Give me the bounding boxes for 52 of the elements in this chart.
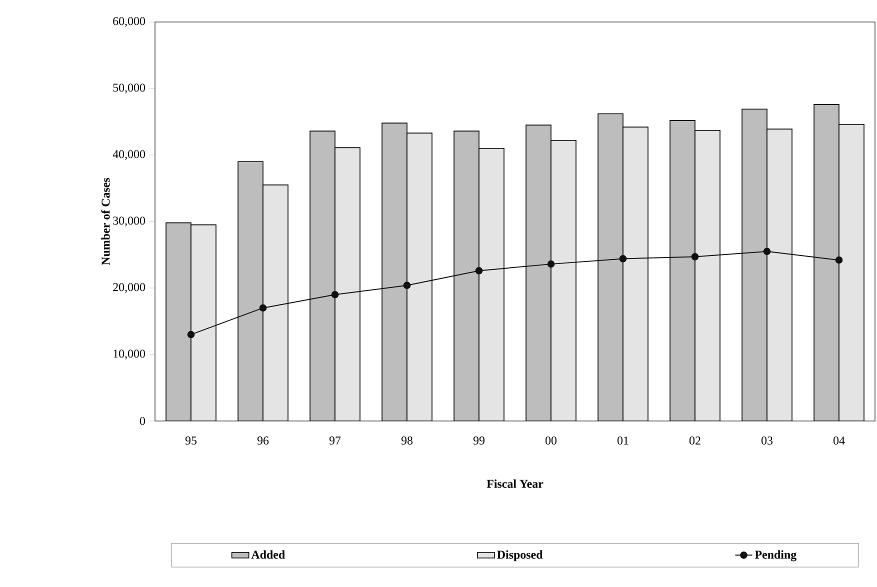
point bbox=[691, 253, 699, 260]
point bbox=[835, 256, 843, 264]
point bbox=[475, 267, 483, 274]
x-tick-label: 00 bbox=[545, 436, 557, 445]
legend-label: Disposed bbox=[497, 550, 543, 562]
x-tick-label: 99 bbox=[473, 436, 484, 445]
y-tick-label: 50,000 bbox=[113, 84, 146, 94]
x-tick-label: 01 bbox=[617, 436, 628, 445]
point bbox=[763, 248, 771, 256]
point bbox=[619, 255, 627, 262]
point bbox=[259, 304, 267, 312]
bar bbox=[335, 148, 360, 421]
x-tick-label: 95 bbox=[185, 436, 197, 445]
bar bbox=[551, 140, 576, 421]
x-tick-label: 96 bbox=[257, 436, 269, 445]
x-tick-label: 97 bbox=[329, 436, 341, 445]
bar bbox=[838, 124, 864, 421]
bar bbox=[814, 104, 840, 421]
point bbox=[403, 282, 411, 290]
bar bbox=[382, 123, 408, 421]
y-tick-label: 30,000 bbox=[113, 216, 146, 226]
x-tick-label: 04 bbox=[833, 436, 845, 445]
point bbox=[547, 260, 555, 268]
legend-label: Pending bbox=[754, 550, 796, 562]
point bbox=[331, 290, 339, 298]
bar bbox=[454, 131, 480, 421]
y-tick-label: 20,000 bbox=[113, 283, 146, 293]
bar bbox=[742, 109, 768, 421]
x-tick-label: 03 bbox=[761, 436, 773, 445]
legend-label: Added bbox=[251, 550, 285, 559]
x-tick-label: 02 bbox=[689, 436, 700, 445]
x-axis-title: Fiscal Year bbox=[486, 479, 544, 488]
y-axis-title: Number of Cases bbox=[101, 178, 110, 266]
bar bbox=[695, 130, 720, 421]
y-tick-label: 10,000 bbox=[114, 350, 146, 360]
bar bbox=[623, 127, 648, 421]
bar bbox=[238, 162, 264, 421]
y-tick-label: 60,000 bbox=[113, 17, 146, 27]
x-tick-label: 98 bbox=[401, 436, 413, 445]
bar bbox=[479, 148, 504, 421]
bar bbox=[263, 184, 288, 421]
bar bbox=[407, 133, 432, 421]
bar bbox=[310, 131, 336, 421]
bar bbox=[767, 129, 792, 421]
y-tick-label: 0 bbox=[140, 416, 146, 426]
bar bbox=[191, 224, 216, 421]
y-tick-label: 40,000 bbox=[112, 150, 146, 160]
bar bbox=[598, 114, 624, 421]
bar bbox=[166, 222, 191, 421]
point bbox=[187, 330, 195, 338]
bar bbox=[526, 125, 552, 421]
bar bbox=[670, 120, 696, 421]
